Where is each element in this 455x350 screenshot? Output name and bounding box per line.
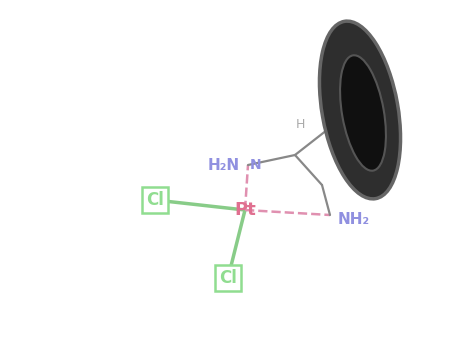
Text: N: N xyxy=(250,158,262,172)
Text: H: H xyxy=(295,119,305,132)
Text: H₂N: H₂N xyxy=(208,158,240,173)
Text: Cl: Cl xyxy=(219,269,237,287)
Text: Cl: Cl xyxy=(146,191,164,209)
Ellipse shape xyxy=(340,55,386,171)
Text: NH₂: NH₂ xyxy=(338,212,370,228)
Text: Pt: Pt xyxy=(234,201,256,219)
Ellipse shape xyxy=(319,21,400,199)
